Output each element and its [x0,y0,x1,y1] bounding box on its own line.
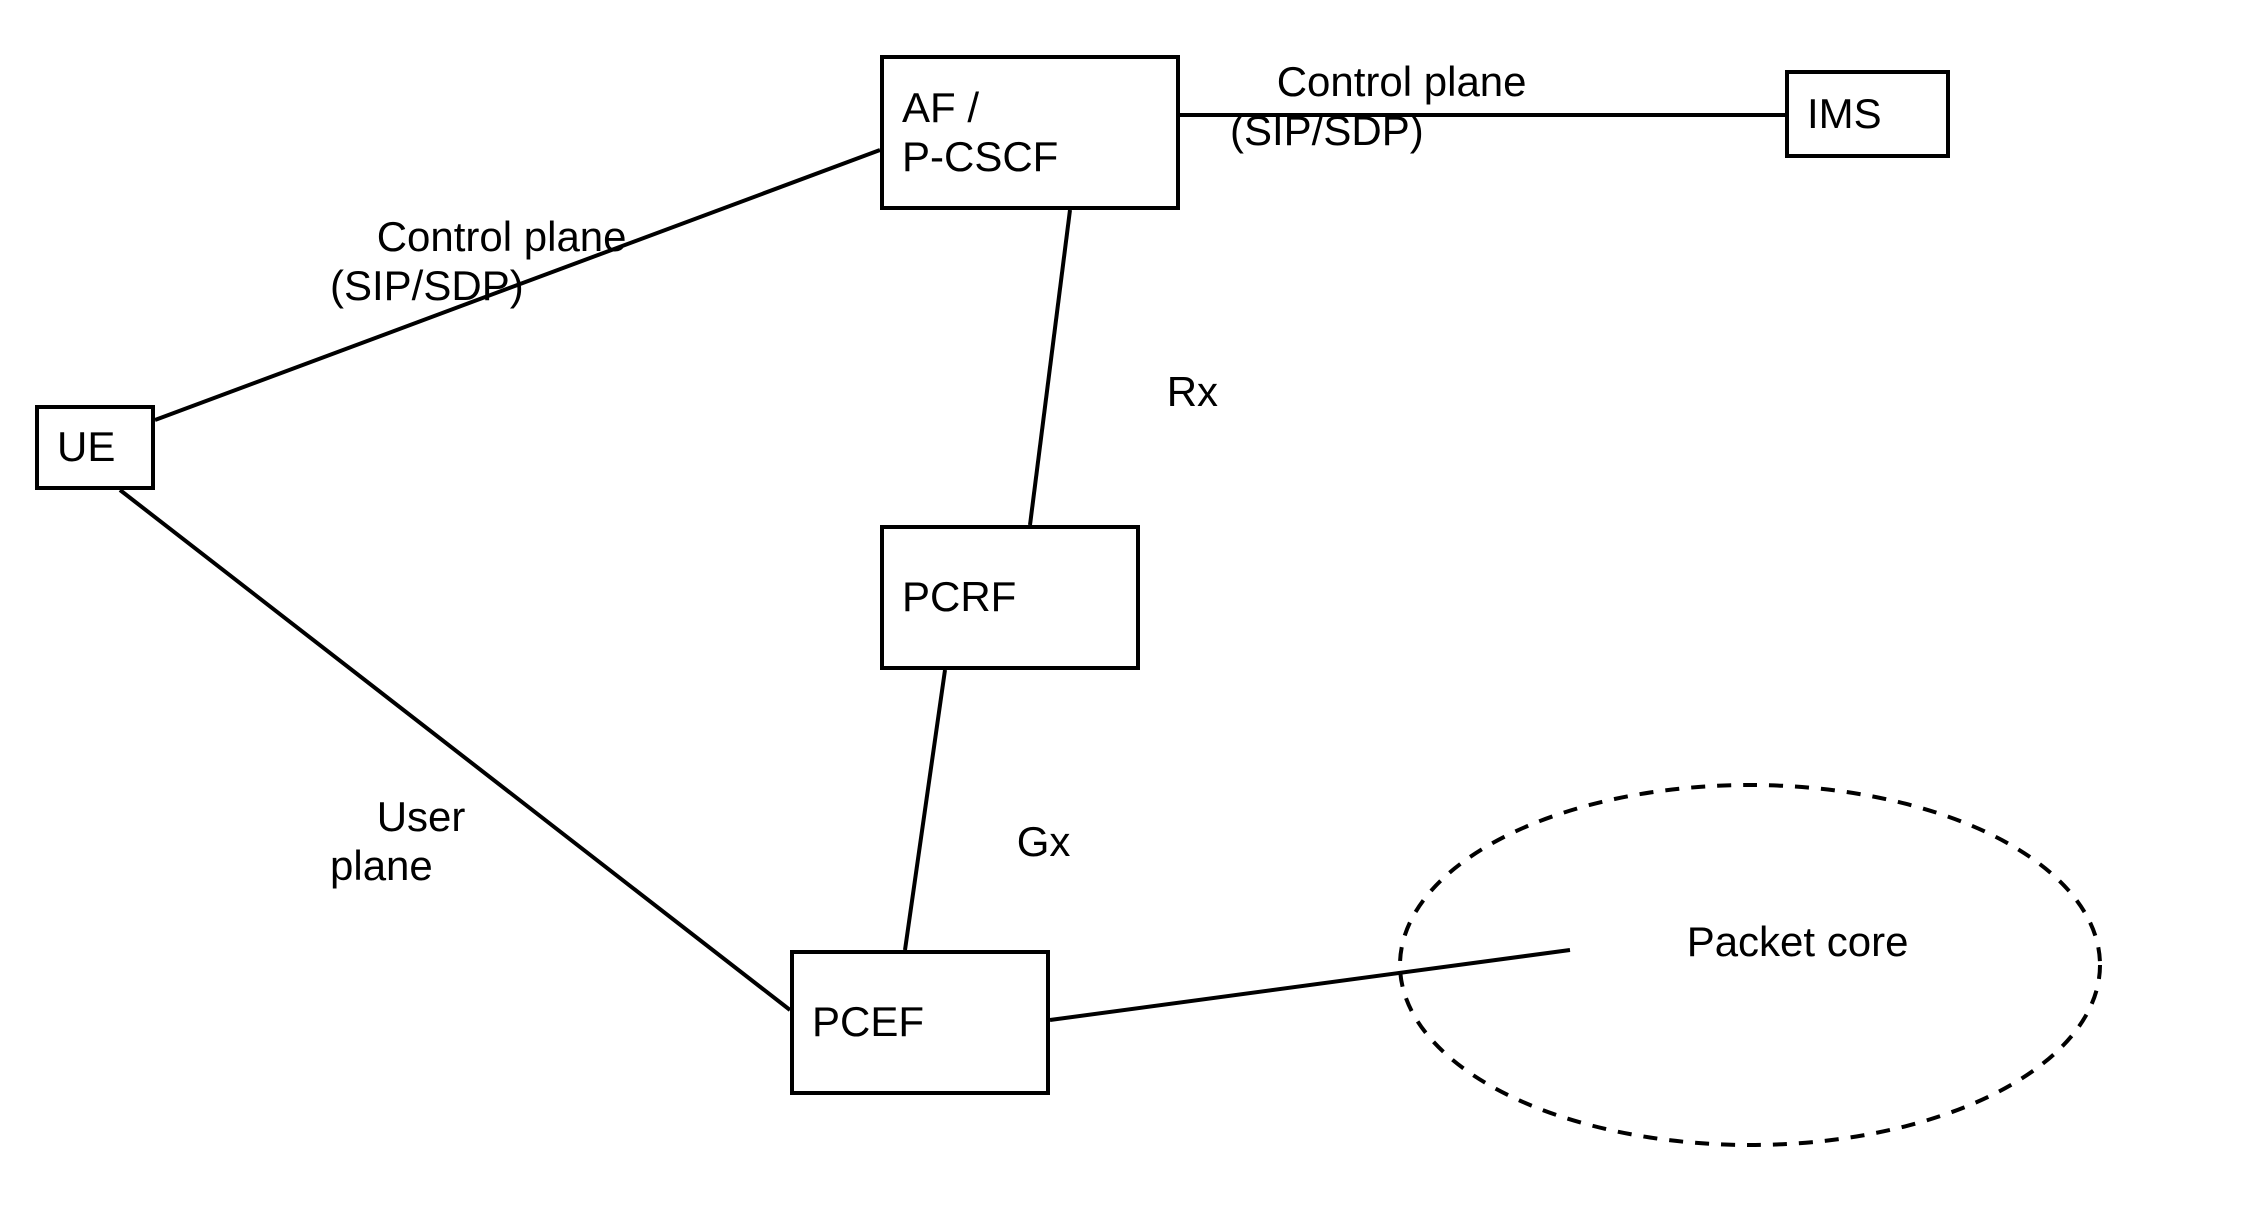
packet-core-label-text: Packet core [1687,918,1909,965]
node-pcrf-label: PCRF [902,573,1016,621]
edge-pcrf-pcef [905,670,945,950]
edge-label-text: Gx [1017,818,1071,865]
edge-pcef-packetcore [1050,950,1570,1020]
node-pcef-label: PCEF [812,998,924,1046]
edge-label-afpcscf-ims: Control plane (SIP/SDP) [1230,10,1527,203]
edge-label-text: Rx [1167,368,1218,415]
edge-label-text: Control plane (SIP/SDP) [330,213,627,308]
edge-label-ue-afpcscf: Control plane (SIP/SDP) [330,165,627,358]
node-af-pcscf: AF / P-CSCF [880,55,1180,210]
node-ims: IMS [1785,70,1950,158]
edge-label-gx: Gx [970,770,1070,915]
edge-afpcscf-pcrf [1030,210,1070,525]
node-af-pcscf-label: AF / P-CSCF [902,84,1058,181]
network-diagram: UE AF / P-CSCF IMS PCRF PCEF Control pla… [0,0,2266,1215]
node-ue-label: UE [57,423,115,471]
node-pcrf: PCRF [880,525,1140,670]
edge-label-text: User plane [330,793,465,888]
node-ue: UE [35,405,155,490]
edge-label-rx: Rx [1120,320,1218,465]
edge-label-text: Control plane (SIP/SDP) [1230,58,1527,153]
node-ims-label: IMS [1807,90,1882,138]
packet-core-label: Packet core [1640,870,1908,1015]
node-pcef: PCEF [790,950,1050,1095]
edge-label-user-plane: User plane [330,745,465,938]
